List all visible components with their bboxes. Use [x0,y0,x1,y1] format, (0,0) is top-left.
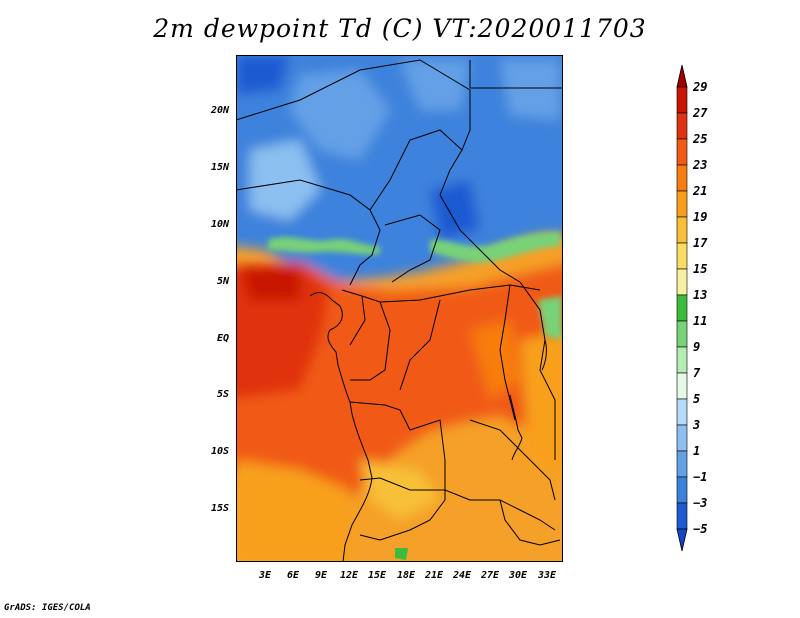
legend-swatch [676,398,688,426]
legend-label: 9 [693,340,700,354]
legend-label: 1 [693,444,700,458]
legend-swatch [676,86,688,114]
legend-label: 13 [693,288,707,302]
longitude-axis: 3E 6E 9E 12E 15E 18E 21E 24E 27E 30E 33E [258,570,557,581]
legend-swatch [676,476,688,504]
legend-label: 7 [693,366,701,380]
legend-swatch [676,320,688,348]
legend-label: 29 [692,80,707,94]
legend-label: 19 [693,210,707,224]
legend-swatch [676,190,688,218]
lon-label: 15E [368,570,387,581]
lat-label: EQ [217,333,229,344]
legend-swatch [676,138,688,166]
legend-bottom-arrow [676,528,688,552]
legend-label: 11 [693,314,707,328]
lon-label: 9E [315,570,328,581]
legend-swatch [676,268,688,296]
lat-label: 5N [217,276,230,287]
legend-swatch [676,112,688,140]
lat-label: 15S [211,503,229,514]
latitude-axis: 20N 15N 10N 5N EQ 5S 10S 15S [210,105,230,514]
legend-swatch [676,294,688,322]
legend-swatch [676,372,688,400]
dewpoint-field [236,55,563,562]
map-frame [236,55,563,562]
legend-label: 21 [692,184,707,198]
legend-label: 17 [693,236,708,250]
legend-label: 5 [693,392,700,406]
legend-label: −3 [693,496,707,510]
legend-top-arrow [676,64,688,88]
legend-swatch [676,450,688,478]
legend-label: 25 [692,132,707,146]
legend-label: 27 [692,106,708,120]
lat-label: 5S [217,389,229,400]
lon-label: 27E [480,570,500,581]
color-legend: 29 27 25 23 21 19 17 15 13 11 9 7 5 3 1 −1 −3 −5 [676,64,708,552]
map-title: 2m dewpoint Td (C) VT:2020011703 [153,14,647,43]
lon-label: 30E [508,570,528,581]
lat-label: 15N [211,162,230,173]
legend-label: 23 [692,158,707,172]
legend-label: −5 [693,522,707,536]
legend-swatch [676,502,688,530]
borders-layer [236,59,563,562]
lon-label: 3E [258,570,272,581]
lon-label: 33E [537,570,557,581]
legend-swatch [676,242,688,270]
lat-label: 10N [211,219,230,230]
grads-credit: GrADS: IGES/COLA [4,603,91,613]
legend-label: 3 [692,418,700,432]
lon-label: 12E [340,570,359,581]
lon-label: 6E [287,570,300,581]
lon-label: 24E [452,570,472,581]
legend-swatch [676,164,688,192]
lon-label: 21E [424,570,444,581]
legend-swatch [676,424,688,452]
legend-swatch [676,346,688,374]
lat-label: 20N [210,105,230,116]
legend-label: −1 [693,470,707,484]
legend-swatch [676,216,688,244]
lon-label: 18E [397,570,416,581]
lat-label: 10S [211,446,229,457]
legend-label: 15 [693,262,707,276]
